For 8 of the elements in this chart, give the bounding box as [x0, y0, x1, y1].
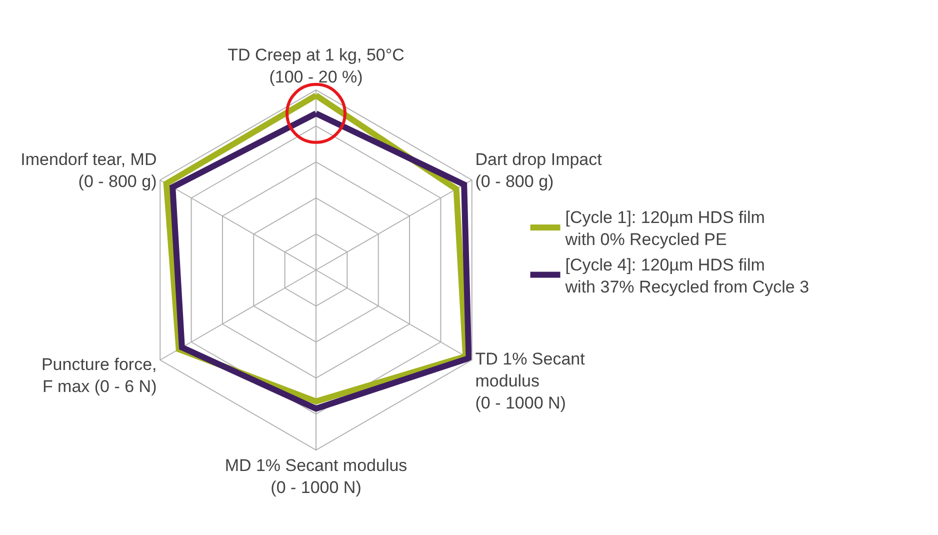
- spoke-label: MD 1% Secant modulus (0 - 1000 N): [224, 456, 408, 497]
- spoke-label: TD Creep at 1 kg, 50°C (100 - 20 %): [228, 46, 404, 87]
- spoke-label: Imendorf tear, MD (0 - 800 g): [20, 150, 157, 192]
- spoke-label: Puncture force, F max (0 - 6 N): [41, 355, 157, 396]
- legend-label: [Cycle 4]: 120µm HDS film with 37% Recycled from Cycle 3: [564, 255, 810, 296]
- spoke-label: TD 1% Secant modulus (0 - 1000 N): [475, 350, 586, 413]
- legend-label: [Cycle 1]: 120µm HDS film with 0% Recycled PE: [564, 208, 765, 250]
- spoke-label: Dart drop Impact (0 - 800 g): [475, 150, 602, 192]
